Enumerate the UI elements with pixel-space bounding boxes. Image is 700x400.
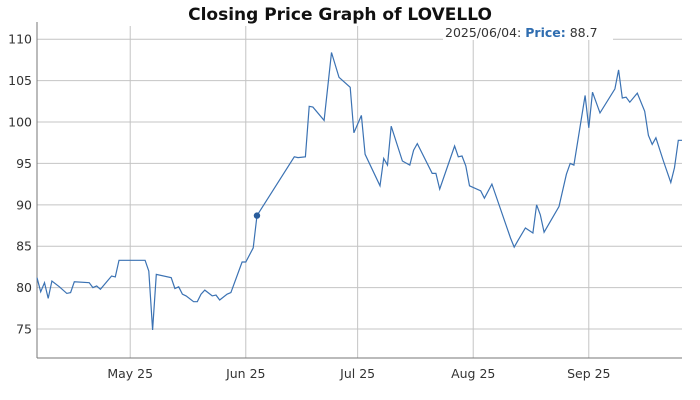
price-line [36,52,682,330]
x-tick-label: May 25 [107,366,153,381]
x-tick-label: Jun 25 [225,366,265,381]
tick-labels: 75 80 85 90 95 100 105 110 May 25 Jun 25 Jul 25 Aug… [8,32,610,381]
grid-lines [37,26,682,358]
y-tick-label: 95 [16,156,32,171]
x-tick-label: Aug 25 [451,366,495,381]
y-tick-label: 110 [8,32,32,47]
y-tick-label: 100 [8,115,32,130]
x-tick-label: Jul 25 [339,366,375,381]
y-tick-label: 80 [16,280,32,295]
tooltip-background [443,24,613,40]
chart-title: Closing Price Graph of LOVELLO [188,5,492,25]
tooltip: 2025/06/04: Price: 88.7 [445,25,598,40]
tooltip-series: Price: [525,25,566,40]
highlight-point[interactable] [253,212,261,219]
y-tick-label: 90 [16,197,32,212]
axes [36,22,682,359]
y-tick-label: 75 [16,322,32,337]
y-tick-label: 85 [16,239,32,254]
tooltip-date: 2025/06/04: [445,25,521,40]
y-tick-label: 105 [8,73,32,88]
tooltip-value: 88.7 [570,25,598,40]
x-tick-label: Sep 25 [567,366,610,381]
